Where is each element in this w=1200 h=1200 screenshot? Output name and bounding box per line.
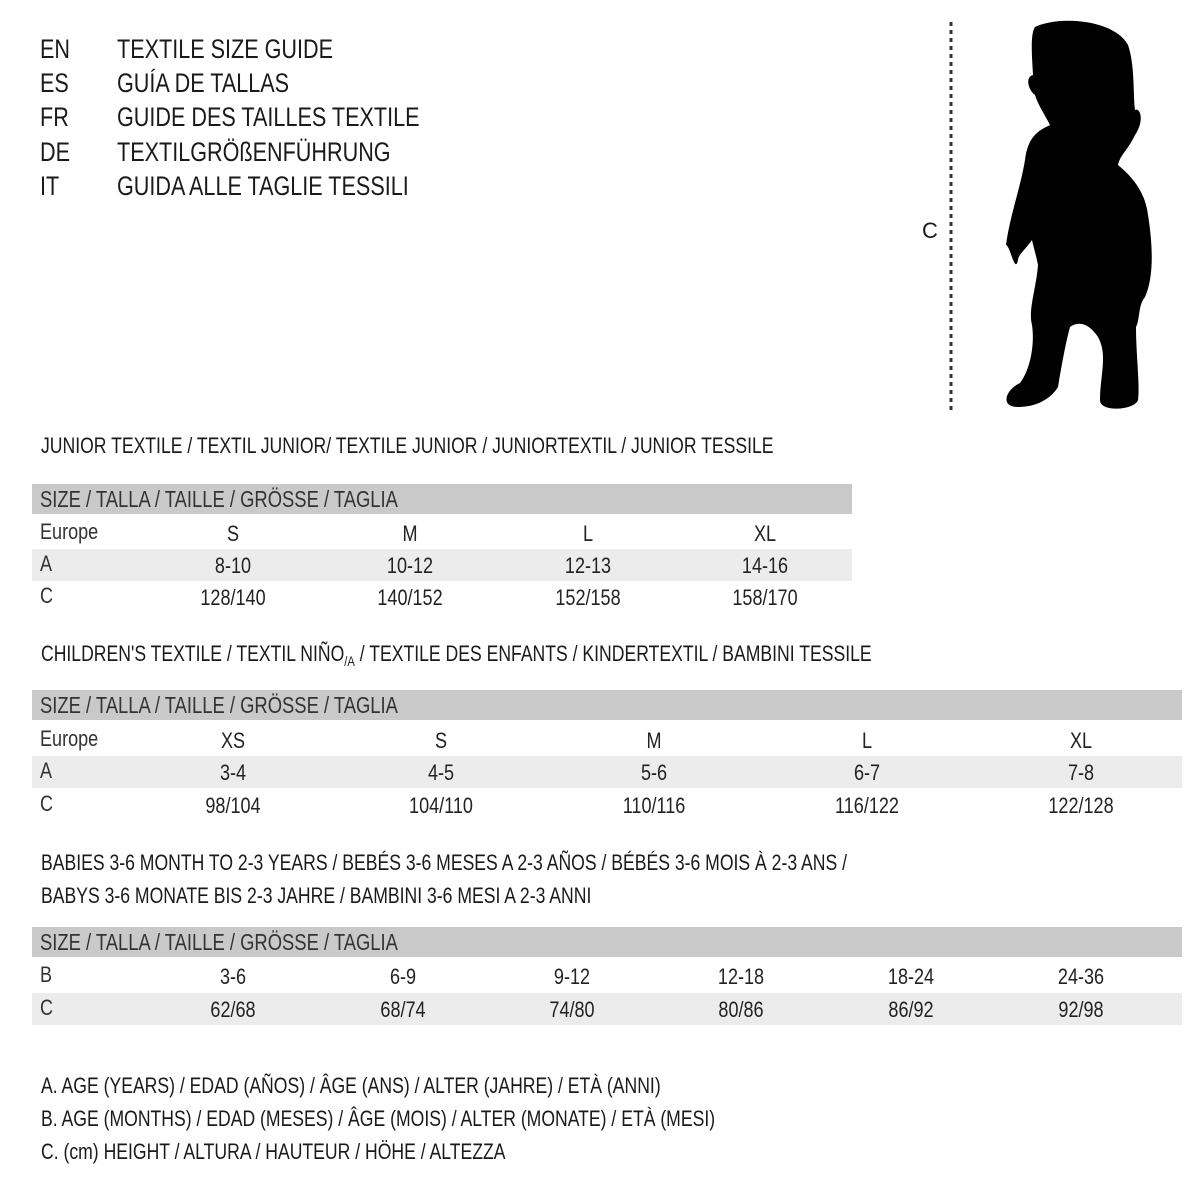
table-cell: 86/92 [888, 997, 934, 1022]
table-cell: 24-36 [1057, 964, 1105, 989]
children-table-header: SIZE / TALLA / TAILLE / GRÖSSE / TAGLIA [32, 690, 1182, 720]
table-cell: L [582, 521, 594, 546]
table-cell: 92/98 [1058, 997, 1104, 1022]
table-cell: 152/158 [555, 585, 621, 610]
table-row: C 98/104 104/110 110/116 116/122 122/128 [32, 789, 1182, 821]
row-label: C [40, 791, 54, 816]
junior-section-title: JUNIOR TEXTILE / TEXTIL JUNIOR/ TEXTILE … [41, 433, 774, 458]
child-silhouette-icon [949, 20, 1152, 413]
row-label: Europe [40, 726, 99, 751]
babies-table-header: SIZE / TALLA / TAILLE / GRÖSSE / TAGLIA [32, 927, 1182, 957]
table-row: C 128/140 140/152 152/158 158/170 [32, 581, 852, 613]
table-row: B 3-6 6-9 9-12 12-18 18-24 24-36 [32, 960, 1182, 992]
table-cell: XL [753, 521, 777, 546]
row-label: A [40, 551, 53, 576]
legend-item-c: C. (cm) HEIGHT / ALTURA / HAUTEUR / HÖHE… [41, 1139, 506, 1164]
height-measure-label: C [922, 218, 938, 243]
table-cell: XL [1069, 728, 1093, 753]
table-row: Europe XS S M L XL [32, 724, 1182, 756]
legend-item-b: B. AGE (MONTHS) / EDAD (MESES) / ÂGE (MO… [41, 1106, 716, 1131]
children-header-text: SIZE / TALLA / TAILLE / GRÖSSE / TAGLIA [40, 692, 398, 718]
table-row: A 3-4 4-5 5-6 6-7 7-8 [32, 756, 1182, 788]
table-cell: L [861, 728, 873, 753]
lang-code-de: DE [40, 137, 71, 167]
table-cell: 3-6 [219, 964, 247, 989]
table-cell: 6-9 [389, 964, 417, 989]
table-cell: 10-12 [386, 553, 434, 578]
children-title-rest: / TEXTILE DES ENFANTS / KINDERTEXTIL / B… [354, 641, 872, 666]
junior-table-header: SIZE / TALLA / TAILLE / GRÖSSE / TAGLIA [32, 484, 852, 514]
table-row: A 8-10 10-12 12-13 14-16 [32, 549, 852, 581]
lang-title-en: TEXTILE SIZE GUIDE [117, 34, 334, 64]
table-cell: 104/110 [409, 793, 473, 818]
table-cell: S [434, 728, 448, 753]
lang-code-fr: FR [40, 102, 69, 132]
lang-title-de: TEXTILGRÖßENFÜHRUNG [117, 137, 391, 167]
babies-section-title-line2: BABYS 3-6 MONATE BIS 2-3 JAHRE / BAMBINI… [41, 883, 592, 908]
table-cell: 158/170 [732, 585, 798, 610]
junior-header-text: SIZE / TALLA / TAILLE / GRÖSSE / TAGLIA [40, 486, 398, 512]
table-cell: 9-12 [553, 964, 591, 989]
table-cell: 12-18 [717, 964, 765, 989]
table-cell: 8-10 [214, 553, 252, 578]
table-cell: 12-13 [564, 553, 612, 578]
lang-title-it: GUIDA ALLE TAGLIE TESSILI [117, 171, 409, 201]
babies-header-text: SIZE / TALLA / TAILLE / GRÖSSE / TAGLIA [40, 929, 398, 955]
table-cell: 98/104 [205, 793, 261, 818]
lang-title-fr: GUIDE DES TAILLES TEXTILE [117, 102, 420, 132]
table-cell: 3-4 [219, 760, 247, 785]
row-label: Europe [40, 519, 99, 544]
lang-code-en: EN [40, 34, 71, 64]
children-title-main: CHILDREN'S TEXTILE / TEXTIL NIÑO [41, 641, 345, 666]
table-cell: 80/86 [718, 997, 764, 1022]
table-cell: M [646, 728, 662, 753]
table-cell: 74/80 [549, 997, 595, 1022]
table-row: Europe S M L XL [32, 517, 852, 549]
children-title-sub: /A [344, 653, 355, 669]
table-cell: XS [220, 728, 246, 753]
table-cell: 68/74 [380, 997, 426, 1022]
children-section-title: CHILDREN'S TEXTILE / TEXTIL NIÑO/A / TEX… [41, 641, 872, 669]
table-cell: S [226, 521, 240, 546]
table-cell: 6-7 [853, 760, 881, 785]
legend-item-a: A. AGE (YEARS) / EDAD (AÑOS) / ÂGE (ANS)… [41, 1073, 661, 1098]
table-cell: 62/68 [210, 997, 256, 1022]
table-cell: M [402, 521, 418, 546]
row-label: A [40, 758, 53, 783]
table-cell: 18-24 [887, 964, 935, 989]
table-cell: 4-5 [427, 760, 455, 785]
row-label: C [40, 583, 54, 608]
table-cell: 122/128 [1048, 793, 1114, 818]
table-cell: 5-6 [640, 760, 668, 785]
table-cell: 128/140 [200, 585, 266, 610]
lang-code-es: ES [40, 68, 69, 98]
table-cell: 7-8 [1067, 760, 1095, 785]
row-label: B [40, 962, 53, 987]
table-cell: 14-16 [741, 553, 789, 578]
lang-title-es: GUÍA DE TALLAS [117, 68, 290, 98]
lang-code-it: IT [40, 171, 60, 201]
table-cell: 116/122 [835, 793, 899, 818]
babies-section-title-line1: BABIES 3-6 MONTH TO 2-3 YEARS / BEBÉS 3-… [41, 850, 847, 875]
row-label: C [40, 995, 54, 1020]
table-cell: 110/116 [622, 793, 686, 818]
table-row: C 62/68 68/74 74/80 80/86 86/92 92/98 [32, 993, 1182, 1025]
table-cell: 140/152 [377, 585, 443, 610]
